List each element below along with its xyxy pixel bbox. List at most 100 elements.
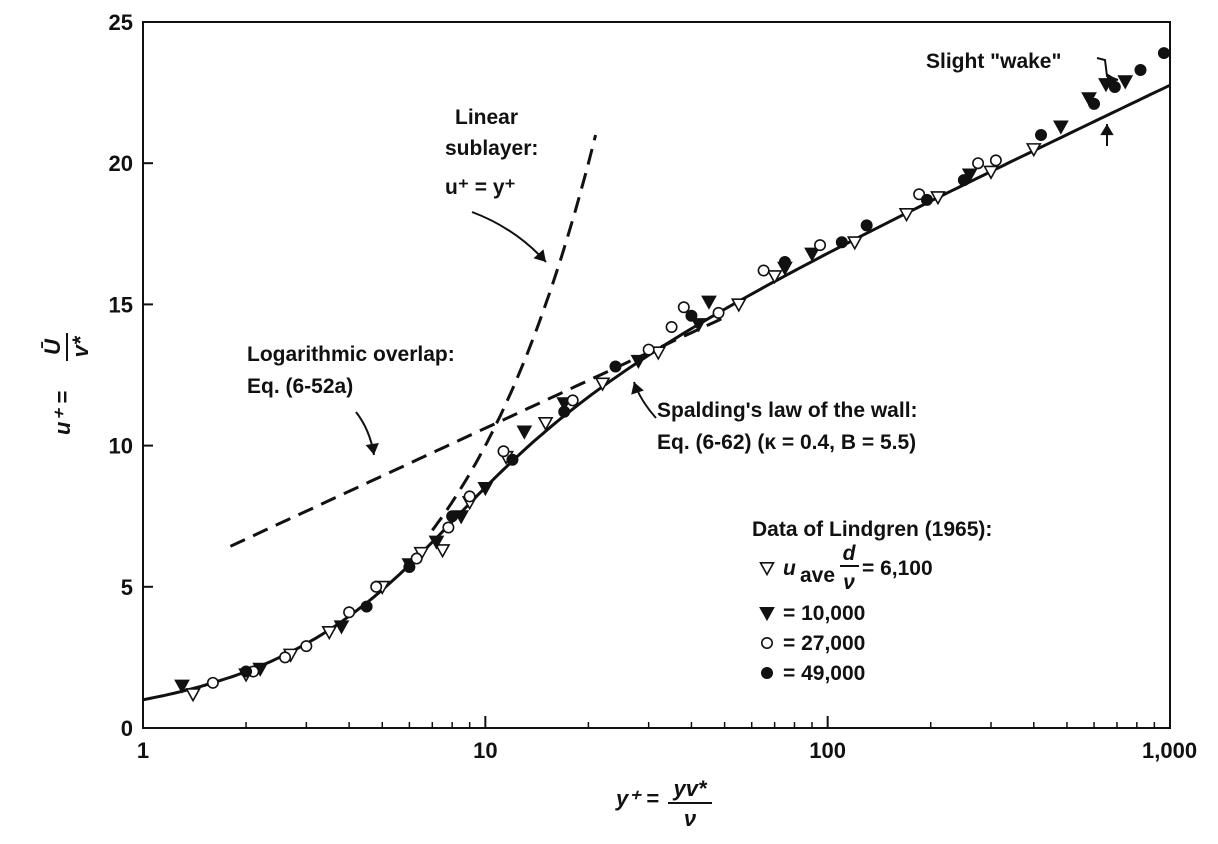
data-point-triangle-open	[898, 208, 915, 223]
data-point-circle-open	[410, 552, 423, 565]
x-tick-label: 100	[809, 738, 846, 763]
data-point-circle-open	[206, 676, 219, 689]
x-axis-label-denominator: ν	[684, 806, 697, 831]
data-point-triangle-open	[537, 417, 554, 432]
y-axis-label-numerator: Ū	[40, 338, 65, 355]
legend-marker-triangle-filled	[759, 606, 775, 622]
data-point-circle-open	[757, 264, 770, 277]
data-point-circle-filled	[240, 665, 253, 678]
data-point-circle-filled	[506, 453, 519, 466]
data-point-circle-filled	[920, 193, 933, 206]
data-point-triangle-filled	[804, 247, 820, 262]
data-point-circle-open	[677, 301, 690, 314]
y-axis-label-main: u⁺ =	[50, 391, 75, 435]
x-axis-label-numerator: yv*	[672, 776, 707, 801]
data-point-circle-open	[279, 651, 292, 664]
data-point-circle-filled	[685, 309, 698, 322]
data-point-triangle-filled	[428, 535, 445, 550]
data-point-circle-open	[300, 640, 313, 653]
data-point-triangle-filled	[1117, 75, 1134, 90]
data-point-triangle-filled	[333, 620, 350, 635]
linear-sublayer-equation: u⁺ = y⁺	[445, 176, 516, 199]
data-point-triangle-filled	[630, 354, 647, 370]
x-tick-label: 1,000	[1142, 738, 1197, 763]
wake-label: Slight "wake"	[926, 50, 1061, 73]
data-point-triangle-open	[983, 165, 999, 180]
legend-formula-u: u	[783, 557, 796, 580]
data-point-triangle-filled	[174, 679, 190, 694]
y-tick-label: 20	[109, 151, 133, 176]
y-axis-label: u⁺ = Ū v*	[40, 333, 93, 435]
data-point-circle-filled	[835, 236, 848, 249]
log-overlap-equation: Eq. (6-52a)	[247, 375, 353, 398]
spalding-law-label: Spalding's law of the wall:	[657, 399, 918, 422]
data-point-circle-open	[642, 343, 655, 356]
data-point-triangle-open	[185, 688, 201, 703]
data-point-triangle-filled	[701, 295, 717, 310]
data-point-circle-open	[442, 521, 455, 534]
legend-entry-value: = 6,100	[862, 557, 933, 580]
data-point-circle-open	[343, 606, 356, 619]
data-point-circle-filled	[1088, 97, 1101, 110]
data-point-circle-filled	[1157, 47, 1170, 60]
data-point-circle-filled	[609, 360, 622, 373]
data-point-triangle-filled	[1053, 120, 1069, 135]
y-tick-label: 25	[109, 10, 133, 35]
legend-title: Data of Lindgren (1965):	[752, 518, 992, 541]
linear-sublayer-label: sublayer:	[445, 137, 538, 160]
data-point-circle-filled	[360, 600, 373, 613]
data-point-triangle-filled	[477, 481, 494, 497]
data-point-circle-open	[989, 154, 1002, 167]
data-point-circle-open	[913, 188, 926, 201]
data-point-triangle-filled	[516, 425, 533, 440]
data-point-circle-filled	[403, 561, 416, 574]
data-point-triangle-open	[434, 544, 451, 559]
data-point-triangle-open	[321, 625, 338, 641]
data-point-circle-open	[972, 157, 985, 170]
x-tick-label: 1	[137, 738, 149, 763]
y-axis-label-denominator: v*	[68, 335, 93, 357]
data-point-triangle-open	[846, 236, 863, 251]
log-overlap-label: Logarithmic overlap:	[247, 343, 455, 366]
data-point-circle-filled	[1035, 128, 1048, 141]
data-point-triangle-open	[930, 191, 946, 206]
x-tick-label: 10	[473, 738, 497, 763]
linear-sublayer-label: Linear	[455, 106, 518, 129]
wake-arrow-bottom	[1100, 124, 1114, 146]
data-point-circle-filled	[957, 174, 970, 187]
data-point-triangle-open	[730, 298, 747, 313]
x-axis-label: y⁺ = yv* ν	[615, 776, 712, 831]
spalding-law-arrow	[631, 381, 657, 419]
legend-entry-value: = 10,000	[783, 602, 865, 625]
data-point-circle-open	[463, 490, 476, 503]
data-point-triangle-open	[650, 346, 667, 361]
plot-frame	[142, 21, 1171, 729]
data-point-circle-filled	[860, 219, 873, 232]
data-point-circle-open	[497, 445, 510, 458]
y-tick-label: 0	[121, 716, 133, 741]
legend-entry-value: = 49,000	[783, 662, 865, 685]
y-tick-label: 5	[121, 575, 133, 600]
legend-formula-subscript: ave	[800, 564, 835, 587]
data-point-circle-open	[566, 394, 579, 407]
linear-sublayer-line	[431, 134, 598, 532]
wake-arrow-top	[1096, 57, 1119, 87]
linear-sublayer-arrow	[471, 211, 547, 263]
data-point-circle-open	[712, 306, 725, 319]
x-axis-label-main: y⁺ =	[615, 786, 659, 811]
legend-marker-triangle-open	[759, 561, 775, 577]
data-point-triangle-open	[1025, 143, 1042, 158]
data-point-circle-filled	[446, 510, 459, 523]
data-point-triangle-filled	[690, 318, 707, 333]
data-point-triangle-open	[594, 377, 611, 392]
data-point-circle-filled	[558, 405, 571, 418]
legend-formula-numerator: d	[843, 542, 857, 565]
data-point-circle-open	[814, 239, 827, 252]
data-point-circle-filled	[778, 256, 791, 269]
log-overlap-arrow	[355, 411, 379, 456]
legend-entry-value: = 27,000	[783, 632, 865, 655]
legend-formula-denominator: ν	[843, 571, 855, 594]
